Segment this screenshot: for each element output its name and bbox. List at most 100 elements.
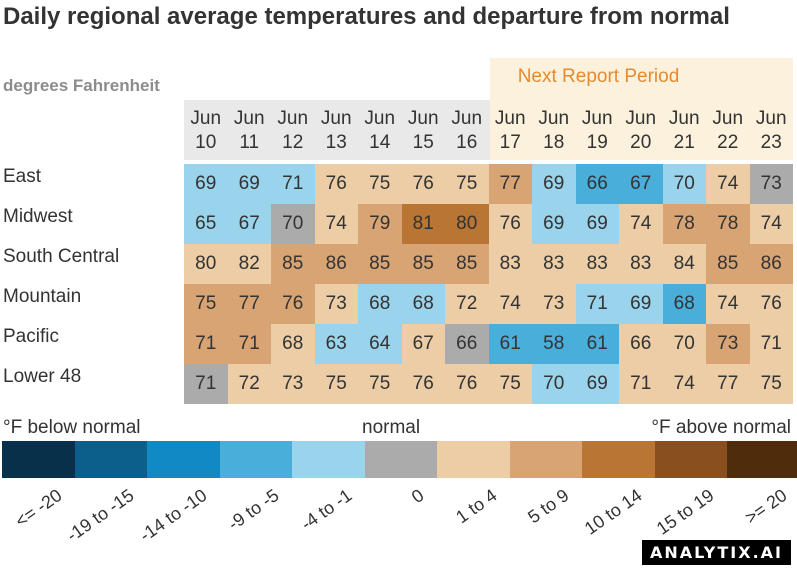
brand-logo: ANALYTIX.AI	[641, 540, 791, 565]
date-day-label: 22	[717, 132, 739, 153]
legend-swatch	[219, 441, 292, 478]
heatmap-cell: 75	[314, 364, 358, 404]
heatmap-cell: 86	[749, 244, 793, 284]
heatmap-cell: 85	[445, 244, 489, 284]
heatmap-cell: 71	[619, 364, 663, 404]
heatmap-cell: 76	[271, 284, 315, 324]
legend-bin-label: -14 to -10	[135, 485, 211, 546]
heatmap-cell: 78	[706, 204, 750, 244]
heatmap-cell: 74	[619, 204, 663, 244]
legend-swatch	[437, 441, 510, 478]
heatmap-cell: 68	[271, 324, 315, 364]
heatmap-cell: 76	[401, 364, 445, 404]
heatmap-cell: 71	[575, 284, 619, 324]
legend-bin-label: -4 to -1	[297, 485, 356, 535]
heatmap-cell: 69	[532, 204, 576, 244]
heatmap-cell: 73	[532, 284, 576, 324]
legend-swatch	[509, 441, 582, 478]
heatmap-cell: 71	[271, 164, 315, 204]
heatmap-cell: 65	[184, 204, 228, 244]
date-day-label: 18	[543, 132, 565, 153]
heatmap-cell: 73	[706, 324, 750, 364]
date-month-label: Jun	[538, 108, 570, 129]
legend-bin-label: 5 to 9	[524, 485, 573, 528]
heatmap-cell: 61	[488, 324, 532, 364]
date-day-label: 15	[412, 132, 434, 153]
legend-below-normal-label: °F below normal	[3, 417, 141, 438]
heatmap-cell: 61	[575, 324, 619, 364]
heatmap-cell: 67	[401, 324, 445, 364]
heatmap-cell: 81	[401, 204, 445, 244]
heatmap-cell: 76	[401, 164, 445, 204]
heatmap-cell: 76	[314, 164, 358, 204]
heatmap-cell: 70	[662, 324, 706, 364]
heatmap-cell: 73	[749, 164, 793, 204]
date-month-label: Jun	[494, 108, 526, 129]
heatmap-cell: 83	[488, 244, 532, 284]
date-day-label: 11	[239, 132, 260, 153]
heatmap-cell: 64	[358, 324, 402, 364]
date-day-label: 13	[325, 132, 347, 153]
heatmap-cell: 77	[227, 284, 271, 324]
heatmap-cell: 70	[532, 364, 576, 404]
region-label: South Central	[3, 246, 120, 267]
legend-bin-label: -9 to -5	[224, 485, 283, 535]
heatmap-cell: 67	[227, 204, 271, 244]
heatmap-cell: 85	[401, 244, 445, 284]
region-label: East	[3, 166, 42, 187]
legend-bin-label: 1 to 4	[452, 485, 501, 528]
heatmap-cell: 76	[445, 364, 489, 404]
heatmap-cell: 74	[314, 204, 358, 244]
legend-swatch	[147, 441, 220, 478]
heatmap-cell: 68	[401, 284, 445, 324]
heatmap-cell: 83	[619, 244, 663, 284]
heatmap-cell: 71	[184, 364, 228, 404]
heatmap-cell: 84	[662, 244, 706, 284]
heatmap-cell: 74	[488, 284, 532, 324]
observed-period-background	[184, 100, 490, 160]
heatmap-cell: 79	[358, 204, 402, 244]
date-day-label: 16	[456, 132, 478, 153]
heatmap-cell: 76	[488, 204, 532, 244]
heatmap-cell: 86	[314, 244, 358, 284]
date-day-label: 21	[673, 132, 695, 153]
legend-above-normal-label: °F above normal	[651, 417, 791, 438]
heatmap-cell: 66	[575, 164, 619, 204]
date-month-label: Jun	[581, 108, 613, 129]
heatmap-cell: 80	[445, 204, 489, 244]
heatmap-cell: 80	[184, 244, 228, 284]
heatmap-cell: 85	[271, 244, 315, 284]
heatmap-cell: 76	[749, 284, 793, 324]
legend-swatch	[292, 441, 365, 478]
date-month-label: Jun	[755, 108, 787, 129]
region-label: Lower 48	[3, 366, 82, 387]
heatmap-cell: 67	[619, 164, 663, 204]
heatmap-cell: 68	[358, 284, 402, 324]
heatmap-cell: 85	[358, 244, 402, 284]
heatmap-cell: 82	[227, 244, 271, 284]
legend-swatch	[582, 441, 655, 478]
legend-swatch	[654, 441, 727, 478]
heatmap-cell: 83	[575, 244, 619, 284]
heatmap-cell: 74	[706, 164, 750, 204]
heatmap-cell: 69	[575, 364, 619, 404]
next-report-period-label: Next Report Period	[517, 66, 680, 87]
legend-swatch	[2, 441, 75, 478]
heatmap-cell: 85	[706, 244, 750, 284]
date-day-label: 23	[760, 132, 782, 153]
heatmap-cell: 72	[227, 364, 271, 404]
date-month-label: Jun	[364, 108, 396, 129]
legend-bin-label: -19 to -15	[63, 485, 138, 546]
heatmap-cell: 77	[706, 364, 750, 404]
date-day-label: 12	[282, 132, 304, 153]
heatmap-cell: 75	[184, 284, 228, 324]
date-month-label: Jun	[712, 108, 744, 129]
heatmap-cell: 71	[227, 324, 271, 364]
region-label: Midwest	[3, 206, 73, 227]
heatmap-cell: 71	[749, 324, 793, 364]
region-label: Mountain	[3, 286, 82, 307]
heatmap-cell: 66	[445, 324, 489, 364]
heatmap-cell: 77	[488, 164, 532, 204]
heatmap-cell: 70	[662, 164, 706, 204]
next-report-period-background	[490, 58, 793, 160]
